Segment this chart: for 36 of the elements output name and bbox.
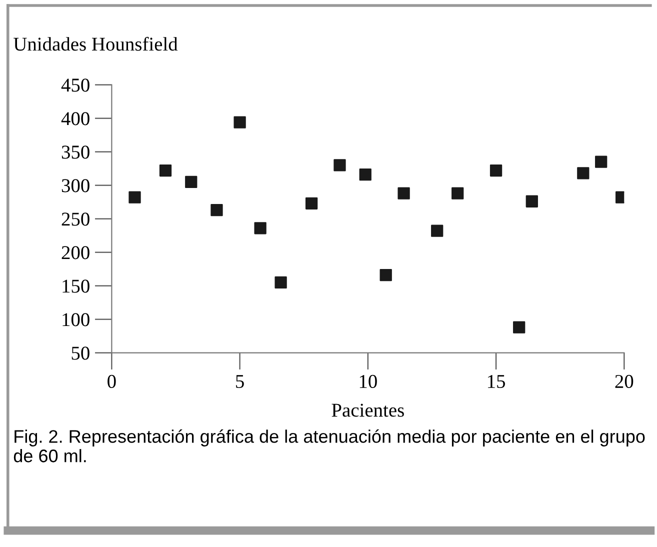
point bbox=[513, 321, 526, 334]
point bbox=[305, 197, 318, 210]
point bbox=[431, 224, 444, 237]
point bbox=[254, 222, 266, 234]
point bbox=[380, 269, 392, 282]
x-tick-label: 20 bbox=[615, 374, 634, 388]
y-tick-label: 200 bbox=[62, 246, 90, 260]
y-axis-title: Unidades Hounsfield bbox=[14, 36, 178, 51]
point bbox=[359, 168, 372, 181]
point bbox=[274, 276, 287, 289]
point bbox=[185, 176, 198, 188]
point bbox=[210, 204, 223, 216]
point bbox=[398, 187, 410, 200]
y-tick-label: 300 bbox=[62, 179, 90, 192]
point bbox=[595, 156, 608, 168]
x-tick-label: 15 bbox=[488, 375, 505, 388]
x-tick-label: 10 bbox=[360, 374, 377, 388]
x-tick-label: 0 bbox=[108, 374, 116, 388]
point bbox=[159, 164, 172, 177]
caption: Fig. 2. Representación gráfica de la atenuación media por paciente en el grupo de 60 ml. bbox=[14, 429, 645, 462]
point bbox=[577, 167, 590, 180]
point bbox=[128, 191, 141, 204]
y-tick-label: 400 bbox=[61, 112, 90, 126]
y-tick-label: 250 bbox=[62, 212, 90, 226]
x-axis-title: Pacientes bbox=[332, 404, 404, 417]
x-tick-label: 5 bbox=[236, 375, 244, 388]
point bbox=[452, 187, 464, 200]
point bbox=[526, 195, 538, 208]
y-tick-label: 100 bbox=[62, 313, 90, 326]
point bbox=[334, 159, 346, 172]
y-tick-label: 150 bbox=[62, 280, 90, 293]
y-tick-label: 450 bbox=[61, 78, 90, 92]
y-tick-label: 50 bbox=[72, 346, 90, 360]
point bbox=[234, 116, 246, 128]
y-tick-label: 350 bbox=[62, 146, 90, 159]
point bbox=[490, 164, 502, 177]
